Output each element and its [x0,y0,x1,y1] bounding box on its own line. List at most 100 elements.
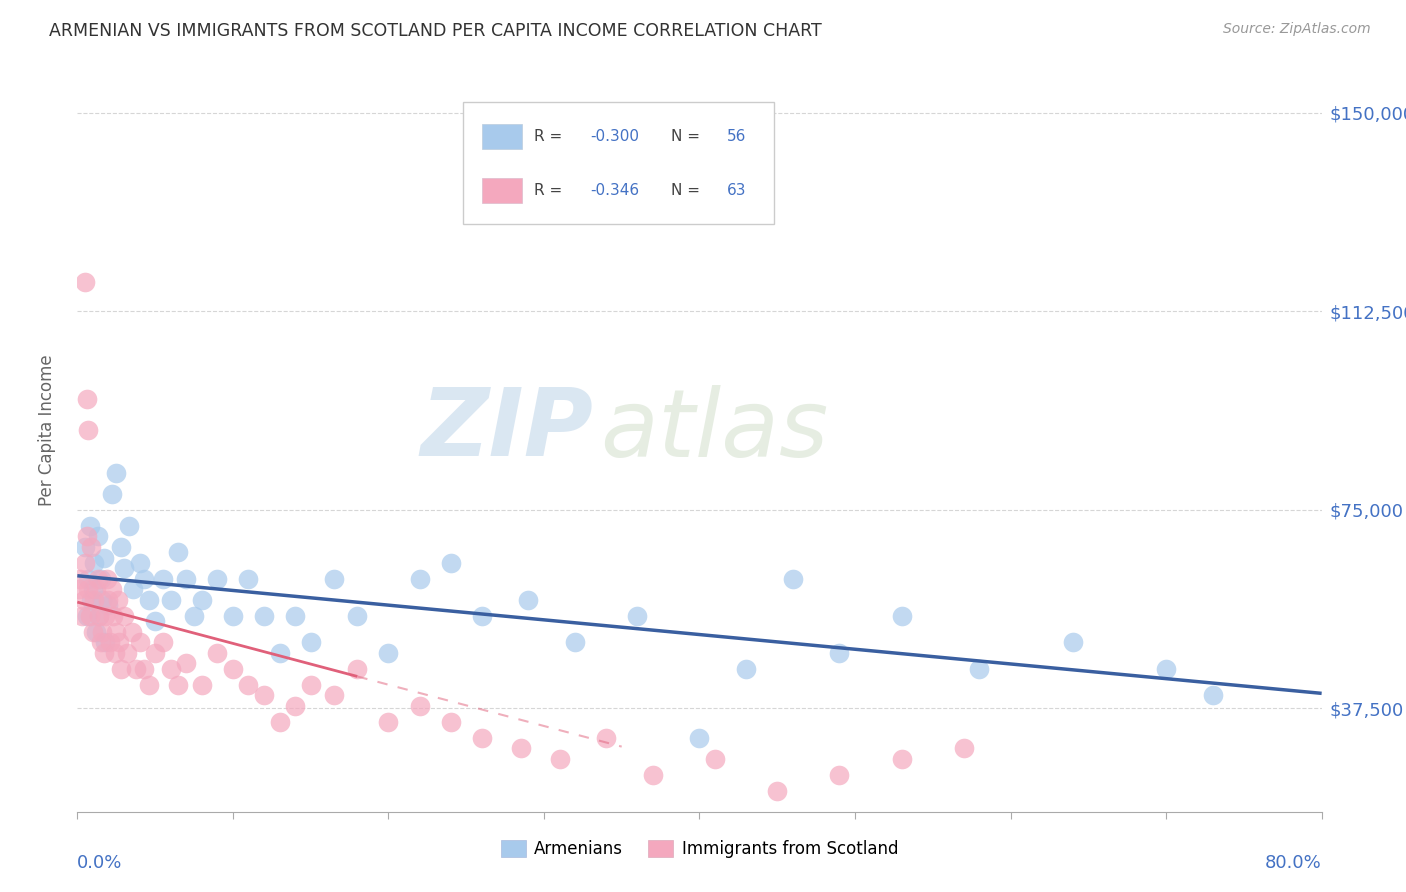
Point [222,608,245,623]
Point [112,561,135,575]
FancyBboxPatch shape [482,124,522,149]
Point [80,540,103,554]
Point [100,487,122,501]
Text: 63: 63 [727,183,747,198]
Text: 0.0%: 0.0% [77,854,122,871]
Text: ARMENIAN VS IMMIGRANTS FROM SCOTLAND PER CAPITA INCOME CORRELATION CHART: ARMENIAN VS IMMIGRANTS FROM SCOTLAND PER… [49,22,823,40]
Point [299,635,322,649]
Point [105,624,128,639]
Point [94,608,117,623]
Point [77,582,100,597]
Point [80,592,103,607]
Text: atlas: atlas [600,384,828,476]
Point [953,741,976,756]
Point [75,540,97,554]
Point [105,466,128,480]
Point [183,608,205,623]
Text: ZIP: ZIP [420,384,593,476]
Point [222,662,245,676]
Point [70,608,93,623]
Text: R =: R = [534,129,567,145]
Point [143,646,166,660]
Point [93,550,115,565]
Point [87,608,110,623]
Point [134,662,156,676]
Point [90,635,112,649]
Point [138,592,160,607]
Text: Source: ZipAtlas.com: Source: ZipAtlas.com [1223,22,1371,37]
Point [77,572,100,586]
Point [94,635,117,649]
Text: 80.0%: 80.0% [1265,854,1322,871]
Point [143,614,166,628]
Point [72,592,94,607]
Point [84,624,107,639]
Point [299,678,322,692]
Point [626,608,648,623]
Point [174,657,197,671]
Point [90,572,112,586]
Text: -0.300: -0.300 [591,129,638,145]
Point [138,678,160,692]
Point [408,572,430,586]
Point [269,646,291,660]
Point [75,556,97,570]
Point [75,275,97,289]
Point [83,556,105,570]
Point [82,582,104,597]
Point [238,678,260,692]
Point [471,731,494,745]
Point [269,714,291,729]
Point [828,646,851,660]
Point [76,392,98,406]
Point [595,731,617,745]
FancyBboxPatch shape [463,103,775,225]
Point [377,646,399,660]
Text: N =: N = [671,183,704,198]
Point [1062,635,1084,649]
Point [191,678,214,692]
Point [253,608,276,623]
FancyBboxPatch shape [482,178,522,202]
Point [108,635,131,649]
Point [128,556,150,570]
Point [167,678,190,692]
Point [152,635,174,649]
Point [91,592,114,607]
Point [517,592,540,607]
Point [207,646,229,660]
Point [84,582,107,597]
Point [167,545,190,559]
Point [118,518,141,533]
Text: R =: R = [534,183,567,198]
Point [93,646,115,660]
Point [83,592,105,607]
Point [284,698,307,713]
Point [766,783,789,797]
Point [377,714,399,729]
Point [77,424,100,438]
Point [735,662,758,676]
Point [69,572,91,586]
Point [110,540,132,554]
Point [101,608,124,623]
Point [76,608,98,623]
Y-axis label: Per Capita Income: Per Capita Income [38,355,56,506]
Point [890,752,912,766]
Point [100,582,122,597]
Point [440,556,463,570]
Point [82,624,104,639]
Point [86,572,108,586]
Point [174,572,197,586]
Point [97,592,120,607]
Point [125,662,148,676]
Point [1202,688,1225,702]
Text: -0.346: -0.346 [591,183,640,198]
Point [284,608,307,623]
Point [890,608,912,623]
Point [471,608,494,623]
Point [509,741,531,756]
Point [128,635,150,649]
Point [689,731,711,745]
Point [97,598,120,612]
